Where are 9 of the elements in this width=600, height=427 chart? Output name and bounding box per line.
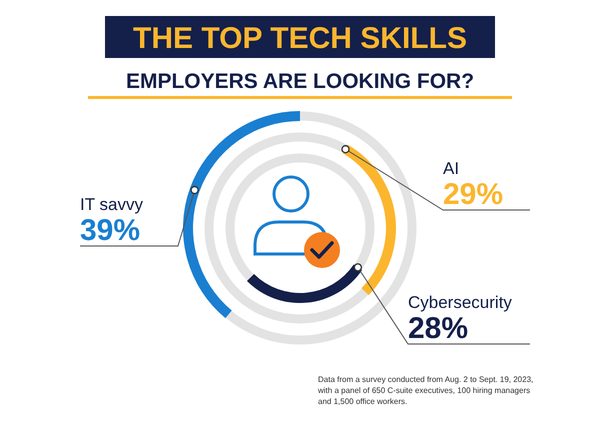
data-label: 29% xyxy=(443,178,504,211)
data-label: 28% xyxy=(408,312,468,345)
category-label: AI xyxy=(443,159,460,178)
category-label: Cybersecurity xyxy=(408,293,512,312)
data-label: 39% xyxy=(80,214,140,247)
text: EMPLOYERS ARE LOOKING FOR? xyxy=(126,70,474,93)
text: Data from a survey conducted from Aug. 2 to Sept. 19, 2023, with a panel of 650 C-suite executives, 100 hiring managers and 1,500 office workers. xyxy=(317,375,534,406)
category-label: IT savvy xyxy=(80,195,144,214)
text: THE TOP TECH SKILLS xyxy=(133,22,467,55)
